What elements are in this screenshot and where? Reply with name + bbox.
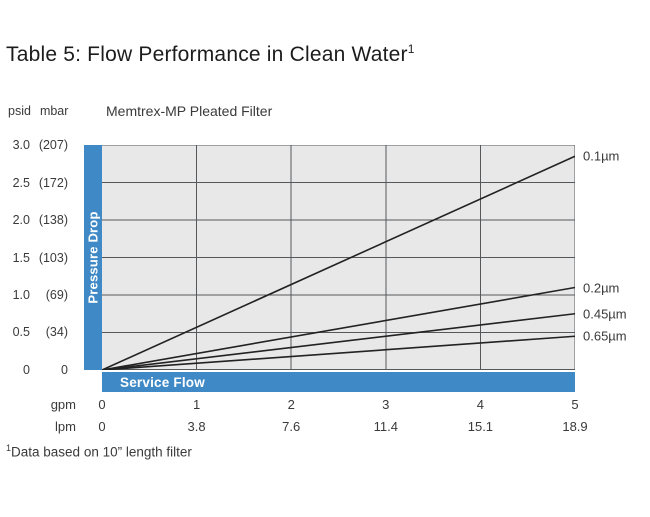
y-tick-psid: 2.5 bbox=[12, 175, 30, 190]
x-tick-gpm: 1 bbox=[192, 397, 201, 412]
chart-plot-area bbox=[102, 145, 575, 370]
y-tick-row: 0.5 (34) bbox=[6, 325, 68, 339]
y-axis-unit-psid: psid bbox=[8, 104, 31, 118]
page-title: Table 5: Flow Performance in Clean Water… bbox=[6, 42, 415, 67]
y-tick-psid: 1.0 bbox=[12, 288, 30, 302]
chart-svg bbox=[102, 145, 575, 370]
chart-title: Memtrex-MP Pleated Filter bbox=[106, 103, 273, 119]
y-tick-row: 1.0 (69) bbox=[6, 288, 68, 302]
y-tick-psid: 3.0 bbox=[12, 138, 30, 152]
page-title-text: Table 5: Flow Performance in Clean Water bbox=[6, 43, 408, 66]
y-tick-row: 3.0 (207) bbox=[6, 138, 68, 152]
y-tick-row: 2.0 (138) bbox=[6, 213, 68, 227]
y-tick-row: 2.5 (172) bbox=[6, 176, 68, 190]
x-axis-unit-gpm: gpm bbox=[50, 397, 76, 412]
x-tick-lpm: 11.4 bbox=[373, 419, 398, 434]
x-tick-gpm: 5 bbox=[571, 397, 579, 412]
footnote: 1Data based on 10” length filter bbox=[6, 443, 192, 460]
x-tick-gpm: 2 bbox=[287, 397, 295, 412]
y-axis-unit-mbar: mbar bbox=[39, 104, 69, 118]
service-flow-axis-bar: Service Flow bbox=[102, 372, 575, 392]
y-tick-row: 1.5 (103) bbox=[6, 251, 68, 265]
y-tick-psid: 2.0 bbox=[12, 212, 30, 227]
service-flow-label: Service Flow bbox=[120, 374, 205, 390]
y-tick-mbar: (172) bbox=[38, 175, 68, 190]
footnote-superscript: 1 bbox=[6, 443, 12, 453]
y-tick-psid: 1.5 bbox=[12, 250, 30, 265]
pressure-drop-axis-bar: Pressure Drop bbox=[84, 145, 102, 370]
series-label: 0.2µm bbox=[583, 280, 620, 295]
x-tick-gpm: 0 bbox=[98, 397, 106, 412]
y-tick-row: 0 0 bbox=[6, 363, 68, 377]
x-tick-gpm: 3 bbox=[382, 397, 390, 412]
page-title-superscript: 1 bbox=[407, 42, 415, 56]
x-tick-lpm: 3.8 bbox=[187, 419, 206, 434]
y-tick-mbar: (34) bbox=[45, 325, 68, 340]
x-tick-gpm: 4 bbox=[476, 397, 485, 412]
y-tick-mbar: (103) bbox=[38, 250, 68, 265]
y-tick-mbar: (69) bbox=[45, 288, 68, 302]
pressure-drop-label: Pressure Drop bbox=[85, 211, 101, 304]
y-axis-unit-header: psid mbar bbox=[8, 104, 68, 118]
x-tick-lpm: 7.6 bbox=[282, 419, 301, 434]
x-axis-ticks-lpm: 0 3.8 7.6 11.4 15.1 18.9 bbox=[98, 419, 587, 434]
x-tick-lpm: 18.9 bbox=[562, 419, 588, 434]
x-tick-lpm: 0 bbox=[98, 419, 106, 434]
footnote-text: Data based on 10” length filter bbox=[11, 444, 192, 460]
series-label: 0.45µm bbox=[583, 306, 627, 322]
x-axis-unit-lpm: lpm bbox=[55, 419, 76, 434]
y-tick-mbar: 0 bbox=[61, 363, 68, 377]
series-label: 0.1µm bbox=[583, 148, 620, 164]
x-axis-ticks-gpm: 0 1 2 3 4 5 bbox=[98, 397, 579, 412]
y-tick-psid: 0.5 bbox=[12, 325, 30, 340]
y-axis-tick-labels: 3.0 (207) 2.5 (172) 2.0 (138) 1.5 (103) … bbox=[6, 138, 68, 377]
series-label: 0.65µm bbox=[583, 328, 627, 344]
x-tick-lpm: 15.1 bbox=[467, 419, 494, 434]
y-tick-mbar: (207) bbox=[38, 138, 68, 152]
y-tick-psid: 0 bbox=[23, 363, 30, 377]
y-tick-mbar: (138) bbox=[38, 212, 68, 227]
